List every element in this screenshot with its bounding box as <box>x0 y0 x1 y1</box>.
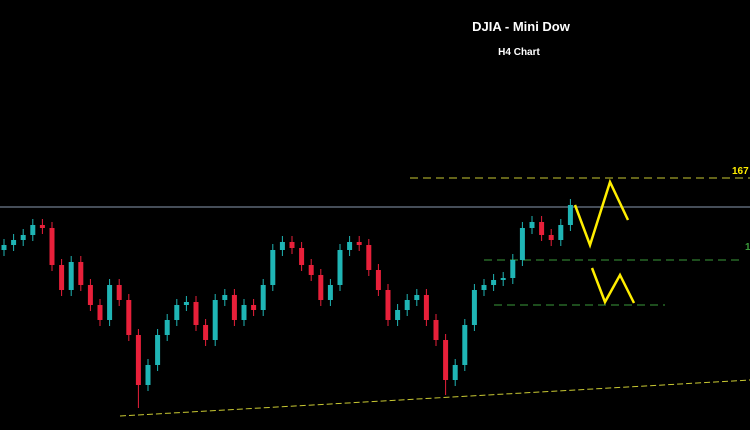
candle-body <box>126 300 132 335</box>
candle-body <box>500 278 506 280</box>
candle-body <box>231 295 237 320</box>
candle-body <box>107 285 113 320</box>
candle-body <box>356 242 362 245</box>
candle-body <box>491 280 497 285</box>
candle-body <box>11 240 17 245</box>
level-label: 167 <box>732 166 749 177</box>
candle-body <box>203 325 209 340</box>
candle-body <box>443 340 449 380</box>
candle-body <box>558 225 564 240</box>
candle-body <box>327 285 333 300</box>
candle-body <box>366 245 372 270</box>
candle-body <box>251 305 257 310</box>
candle-body <box>68 262 74 290</box>
candle-body <box>414 295 420 300</box>
candle-body <box>279 242 285 250</box>
candle-body <box>567 205 573 225</box>
candle-body <box>174 305 180 320</box>
candle-body <box>135 335 141 385</box>
chart-subtitle: H4 Chart <box>498 47 540 58</box>
level-label: 1 <box>745 242 750 253</box>
candle-body <box>385 290 391 320</box>
candle-body <box>404 300 410 310</box>
candle-body <box>318 275 324 300</box>
candle-body <box>87 285 93 305</box>
candle-body <box>375 270 381 290</box>
chart-title: DJIA - Mini Dow <box>472 19 571 34</box>
candle-body <box>299 248 305 265</box>
candle-body <box>433 320 439 340</box>
candle-body <box>193 302 199 325</box>
candle-body <box>222 295 228 300</box>
candle-body <box>78 262 84 285</box>
candle-body <box>183 302 189 305</box>
candle-body <box>30 225 36 235</box>
candle-body <box>164 320 170 335</box>
candle-body <box>212 300 218 340</box>
candle-body <box>510 260 516 278</box>
candle-body <box>548 235 554 240</box>
candle-body <box>241 305 247 320</box>
candle-body <box>116 285 122 300</box>
projection-path <box>573 178 630 249</box>
candle-body <box>539 222 545 235</box>
candle-body <box>481 285 487 290</box>
candle-body <box>97 305 103 320</box>
trend-line <box>119 379 750 417</box>
candle-body <box>471 290 477 325</box>
candle-body <box>395 310 401 320</box>
candle-body <box>529 222 535 228</box>
projection-path <box>590 267 636 305</box>
candle-body <box>39 225 45 228</box>
candle-body <box>59 265 65 290</box>
candle-body <box>145 365 151 385</box>
candle-body <box>289 242 295 248</box>
candle-body <box>347 242 353 250</box>
candle-body <box>270 250 276 285</box>
candle-body <box>1 245 7 250</box>
candle-body <box>462 325 468 365</box>
candle-body <box>155 335 161 365</box>
candle-body <box>20 235 26 240</box>
candle-body <box>452 365 458 380</box>
candle-body <box>260 285 266 310</box>
candle-body <box>49 228 55 265</box>
candle-body <box>337 250 343 285</box>
candle-body <box>519 228 525 260</box>
candle-body <box>423 295 429 320</box>
candle-body <box>308 265 314 275</box>
